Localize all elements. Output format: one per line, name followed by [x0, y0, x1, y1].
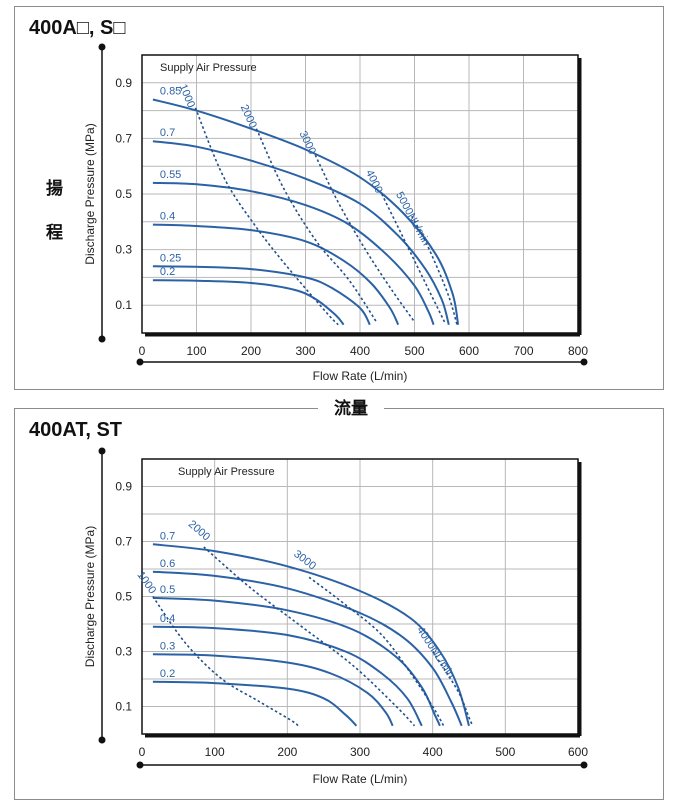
pressure-curve	[152, 680, 358, 727]
x-tick-label: 0	[139, 344, 146, 358]
air-consumption-line	[194, 107, 339, 326]
x-axis-right-dot	[580, 761, 588, 769]
y-axis-bottom-dot	[98, 736, 106, 744]
y-tick-label: 0.5	[115, 590, 132, 604]
y-tick-label: 0.9	[115, 480, 132, 494]
air-consumption-label: 2000	[186, 518, 212, 543]
air-consumption-label: 1000	[134, 569, 158, 596]
x-tick-label: 500	[495, 745, 515, 759]
pressure-curve-label: 0.85	[160, 85, 181, 97]
x-tick-label: 600	[459, 344, 479, 358]
x-tick-label: 200	[241, 344, 261, 358]
y-tick-label: 0.3	[115, 243, 132, 257]
y-tick-label: 0.7	[115, 535, 132, 549]
y-tick-label: 0.1	[115, 700, 132, 714]
x-tick-label: 300	[295, 344, 315, 358]
air-consumption-line	[411, 215, 458, 325]
air-consumption-line	[432, 651, 474, 727]
x-axis-label: Flow Rate (L/min)	[313, 772, 408, 786]
x-tick-label: 200	[277, 745, 297, 759]
pressure-curve	[152, 625, 423, 727]
supply-air-pressure-label: Supply Air Pressure	[178, 466, 275, 478]
pressure-curve	[152, 596, 441, 727]
pressure-curve	[152, 653, 394, 727]
plot-frame	[141, 54, 579, 334]
x-tick-label: 500	[404, 344, 424, 358]
x-tick-label: 0	[139, 745, 146, 759]
pressure-curve-label: 0.6	[160, 558, 175, 570]
pressure-curve-label: 0.7	[160, 530, 175, 542]
air-consumption-line	[314, 154, 416, 323]
pressure-curve-label: 0.7	[160, 127, 175, 139]
pressure-curve-label: 0.4	[160, 211, 175, 223]
air-consumption-line	[255, 128, 378, 323]
x-tick-label: 100	[186, 344, 206, 358]
y-tick-label: 0.9	[115, 76, 132, 90]
pressure-curve	[152, 265, 371, 326]
x-axis-label: Flow Rate (L/min)	[313, 369, 408, 383]
air-consumption-line	[381, 193, 446, 323]
pressure-curve	[152, 543, 470, 727]
air-consumption-line	[203, 546, 416, 727]
x-tick-label: 400	[350, 344, 370, 358]
x-tick-label: 800	[568, 344, 588, 358]
pressure-curve	[152, 570, 463, 727]
y-axis-top-dot	[98, 43, 106, 51]
y-axis-label: Discharge Pressure (MPa)	[83, 123, 97, 264]
x-axis-left-dot	[136, 761, 144, 769]
pressure-curve-label: 0.55	[160, 169, 181, 181]
x-tick-label: 300	[350, 745, 370, 759]
x-tick-label: 600	[568, 745, 588, 759]
x-tick-label: 400	[423, 745, 443, 759]
pressure-curve	[152, 279, 345, 326]
side-label-char-1: 揚	[46, 179, 63, 199]
flow-section-label: 流量	[318, 397, 384, 421]
y-tick-label: 0.7	[115, 131, 132, 145]
air-consumption-line	[152, 596, 299, 727]
chart-panel-top: 400A□, S□	[14, 6, 664, 390]
y-axis-bottom-dot	[98, 335, 106, 343]
x-axis-right-dot	[580, 358, 588, 366]
pressure-curve-label: 0.2	[160, 668, 175, 680]
x-tick-label: 700	[513, 344, 533, 358]
supply-air-pressure-label: Supply Air Pressure	[160, 62, 257, 74]
pressure-curve-label: 0.25	[160, 252, 181, 264]
plot-frame	[141, 458, 579, 735]
y-tick-label: 0.3	[115, 645, 132, 659]
y-tick-label: 0.5	[115, 187, 132, 201]
chart-title-bottom: 400AT, ST	[29, 419, 122, 441]
side-label-char-2: 程	[46, 223, 63, 243]
y-tick-label: 0.1	[115, 298, 132, 312]
y-axis-label: Discharge Pressure (MPa)	[83, 526, 97, 667]
air-consumption-line	[308, 576, 445, 727]
chart-title-top: 400A□, S□	[29, 17, 126, 39]
pressure-curve	[152, 98, 460, 325]
x-tick-label: 100	[205, 745, 225, 759]
pressure-curve-label: 0.5	[160, 584, 175, 596]
pressure-curve-label: 0.3	[160, 640, 175, 652]
pressure-curve	[152, 181, 435, 326]
pressure-curve	[152, 223, 400, 326]
pressure-curve-label: 0.2	[160, 266, 175, 278]
x-axis-left-dot	[136, 358, 144, 366]
y-axis-top-dot	[98, 447, 106, 455]
